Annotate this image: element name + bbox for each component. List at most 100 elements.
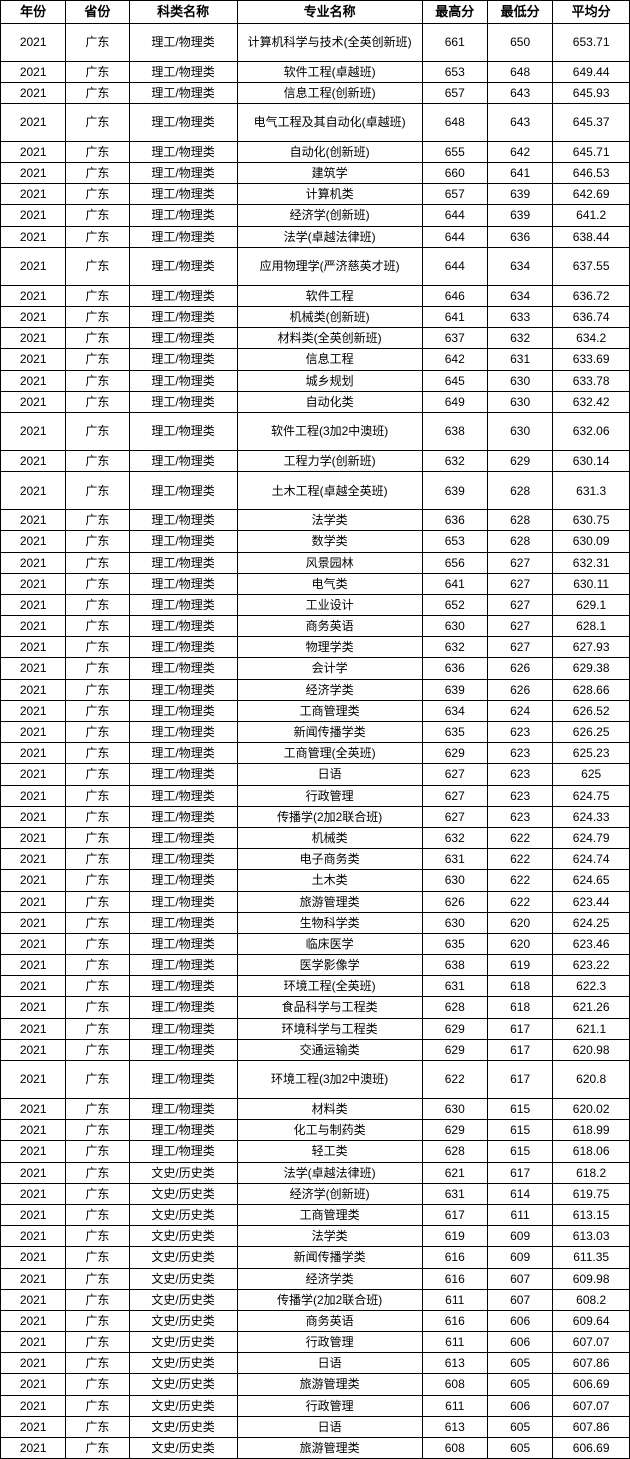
- cell-subject: 理工/物理类: [129, 1141, 237, 1162]
- cell-avg-score: 642.69: [553, 184, 630, 205]
- table-row: 2021广东文史/历史类行政管理611606607.07: [1, 1395, 630, 1416]
- cell-province: 广东: [66, 700, 129, 721]
- cell-min-score: 628: [487, 472, 552, 510]
- cell-avg-score: 619.75: [553, 1183, 630, 1204]
- table-row: 2021广东理工/物理类信息工程642631633.69: [1, 349, 630, 370]
- cell-subject: 理工/物理类: [129, 23, 237, 61]
- cell-province: 广东: [66, 307, 129, 328]
- cell-province: 广东: [66, 472, 129, 510]
- cell-province: 广东: [66, 1183, 129, 1204]
- cell-subject: 文史/历史类: [129, 1332, 237, 1353]
- cell-avg-score: 621.26: [553, 997, 630, 1018]
- cell-year: 2021: [1, 743, 66, 764]
- cell-max-score: 627: [422, 785, 487, 806]
- cell-subject: 理工/物理类: [129, 616, 237, 637]
- cell-subject: 理工/物理类: [129, 205, 237, 226]
- table-row: 2021广东理工/物理类临床医学635620623.46: [1, 933, 630, 954]
- cell-year: 2021: [1, 1247, 66, 1268]
- cell-subject: 理工/物理类: [129, 226, 237, 247]
- cell-max-score: 642: [422, 349, 487, 370]
- cell-avg-score: 621.1: [553, 1018, 630, 1039]
- table-row: 2021广东理工/物理类机械类(创新班)641633636.74: [1, 307, 630, 328]
- cell-subject: 理工/物理类: [129, 955, 237, 976]
- table-row: 2021广东理工/物理类化工与制药类629615618.99: [1, 1120, 630, 1141]
- cell-subject: 理工/物理类: [129, 722, 237, 743]
- cell-year: 2021: [1, 997, 66, 1018]
- cell-province: 广东: [66, 1395, 129, 1416]
- cell-subject: 理工/物理类: [129, 82, 237, 103]
- cell-year: 2021: [1, 1353, 66, 1374]
- cell-subject: 理工/物理类: [129, 103, 237, 141]
- cell-province: 广东: [66, 23, 129, 61]
- cell-subject: 理工/物理类: [129, 891, 237, 912]
- cell-subject: 理工/物理类: [129, 141, 237, 162]
- cell-min-score: 605: [487, 1416, 552, 1437]
- cell-max-score: 616: [422, 1268, 487, 1289]
- cell-min-score: 627: [487, 552, 552, 573]
- cell-max-score: 631: [422, 849, 487, 870]
- cell-avg-score: 636.72: [553, 285, 630, 306]
- cell-min-score: 627: [487, 637, 552, 658]
- cell-subject: 文史/历史类: [129, 1268, 237, 1289]
- cell-year: 2021: [1, 933, 66, 954]
- cell-max-score: 630: [422, 870, 487, 891]
- table-row: 2021广东理工/物理类旅游管理类626622623.44: [1, 891, 630, 912]
- cell-province: 广东: [66, 1438, 129, 1459]
- col-major: 专业名称: [237, 1, 422, 24]
- cell-avg-score: 624.75: [553, 785, 630, 806]
- cell-max-score: 613: [422, 1416, 487, 1437]
- cell-min-score: 619: [487, 955, 552, 976]
- cell-subject: 理工/物理类: [129, 472, 237, 510]
- cell-max-score: 634: [422, 700, 487, 721]
- table-row: 2021广东理工/物理类医学影像学638619623.22: [1, 955, 630, 976]
- cell-province: 广东: [66, 247, 129, 285]
- table-row: 2021广东理工/物理类日语627623625: [1, 764, 630, 785]
- cell-min-score: 617: [487, 1039, 552, 1060]
- cell-subject: 文史/历史类: [129, 1374, 237, 1395]
- cell-province: 广东: [66, 1247, 129, 1268]
- cell-province: 广东: [66, 891, 129, 912]
- cell-max-score: 631: [422, 976, 487, 997]
- col-min-score: 最低分: [487, 1, 552, 24]
- cell-subject: 文史/历史类: [129, 1310, 237, 1331]
- cell-avg-score: 625.23: [553, 743, 630, 764]
- table-row: 2021广东理工/物理类环境工程(3加2中澳班)622617620.8: [1, 1061, 630, 1099]
- cell-avg-score: 613.15: [553, 1204, 630, 1225]
- cell-subject: 理工/物理类: [129, 349, 237, 370]
- cell-year: 2021: [1, 1061, 66, 1099]
- cell-max-score: 630: [422, 912, 487, 933]
- cell-avg-score: 620.98: [553, 1039, 630, 1060]
- cell-major: 建筑学: [237, 163, 422, 184]
- cell-min-score: 626: [487, 679, 552, 700]
- cell-year: 2021: [1, 658, 66, 679]
- table-row: 2021广东理工/物理类经济学类639626628.66: [1, 679, 630, 700]
- cell-subject: 理工/物理类: [129, 785, 237, 806]
- cell-major: 材料类(全英创新班): [237, 328, 422, 349]
- cell-province: 广东: [66, 1226, 129, 1247]
- cell-major: 软件工程(卓越班): [237, 61, 422, 82]
- cell-province: 广东: [66, 1332, 129, 1353]
- cell-min-score: 606: [487, 1395, 552, 1416]
- cell-province: 广东: [66, 226, 129, 247]
- cell-subject: 文史/历史类: [129, 1438, 237, 1459]
- cell-province: 广东: [66, 412, 129, 450]
- cell-year: 2021: [1, 1099, 66, 1120]
- cell-major: 城乡规划: [237, 370, 422, 391]
- cell-major: 软件工程: [237, 285, 422, 306]
- cell-min-score: 630: [487, 391, 552, 412]
- cell-major: 法学(卓越法律班): [237, 226, 422, 247]
- table-row: 2021广东理工/物理类环境科学与工程类629617621.1: [1, 1018, 630, 1039]
- table-row: 2021广东理工/物理类环境工程(全英班)631618622.3: [1, 976, 630, 997]
- cell-province: 广东: [66, 61, 129, 82]
- cell-province: 广东: [66, 1039, 129, 1060]
- table-row: 2021广东理工/物理类建筑学660641646.53: [1, 163, 630, 184]
- cell-min-score: 605: [487, 1353, 552, 1374]
- cell-max-score: 619: [422, 1226, 487, 1247]
- cell-avg-score: 629.38: [553, 658, 630, 679]
- table-row: 2021广东文史/历史类新闻传播学类616609611.35: [1, 1247, 630, 1268]
- cell-province: 广东: [66, 184, 129, 205]
- cell-year: 2021: [1, 328, 66, 349]
- cell-min-score: 615: [487, 1099, 552, 1120]
- cell-year: 2021: [1, 1141, 66, 1162]
- cell-year: 2021: [1, 531, 66, 552]
